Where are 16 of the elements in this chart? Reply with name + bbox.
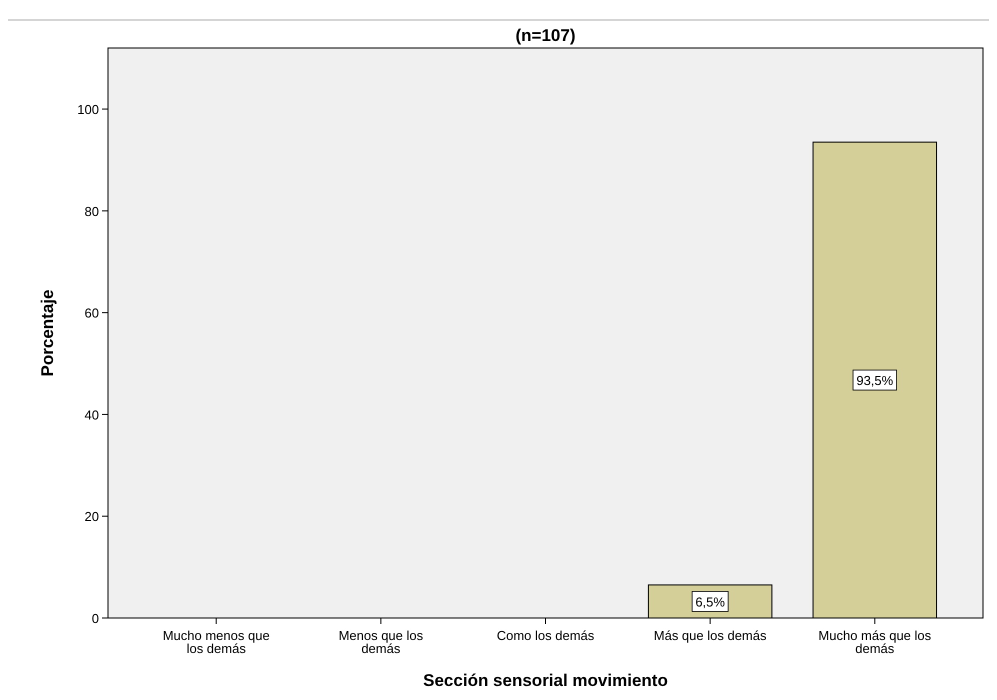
y-tick-label: 40 [84,407,99,422]
y-tick-label: 0 [92,611,99,626]
x-tick-label: Como los demás [496,628,595,643]
y-tick-label: 80 [84,204,99,219]
y-tick-label: 20 [84,509,99,524]
chart-title: (n=107) [516,26,576,45]
x-tick-label: Mucho menos que los demás [162,628,270,656]
x-axis-title: Sección sensorial movimiento [423,671,668,690]
x-tick-label: Menos que los demás [338,628,424,656]
y-tick-label: 60 [84,306,99,321]
y-axis-title: Porcentaje [38,290,57,376]
x-tick-label: Más que los demás [654,628,767,643]
data-label: 93,5% [856,373,894,388]
y-tick-label: 100 [77,102,99,118]
x-tick-label: Mucho más que los demás [818,628,932,656]
data-label: 6,5% [695,594,726,610]
